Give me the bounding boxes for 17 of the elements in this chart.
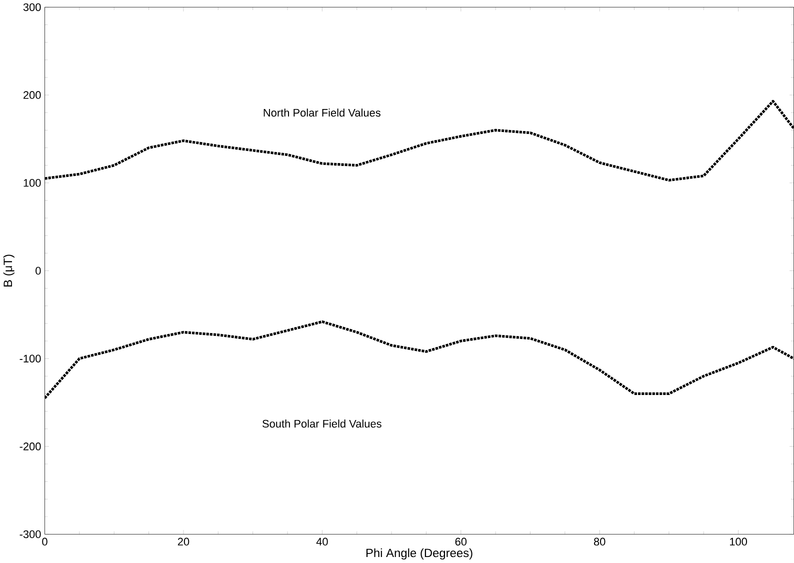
- y-tick-label: 0: [36, 266, 41, 275]
- x-tick-label: 60: [455, 538, 467, 546]
- x-tick-label: 80: [594, 538, 606, 546]
- x-axis-title: Phi Angle (Degrees): [366, 548, 472, 560]
- annotation: North Polar Field Values: [264, 108, 380, 117]
- y-tick-label: -300: [20, 530, 41, 538]
- x-tick-label: 20: [178, 538, 190, 546]
- x-tick-label: 100: [730, 538, 748, 546]
- y-tick-label: -200: [20, 442, 41, 450]
- x-tick-label: 40: [316, 538, 328, 546]
- y-tick-label: 300: [23, 3, 41, 12]
- y-tick-label: -100: [20, 354, 41, 363]
- y-axis-title: B (μT): [3, 254, 14, 287]
- annotation: South Polar Field Values: [262, 420, 382, 428]
- x-tick-label: 0: [42, 538, 48, 546]
- y-tick-label: 100: [24, 179, 41, 187]
- y-tick-label: 200: [24, 91, 41, 99]
